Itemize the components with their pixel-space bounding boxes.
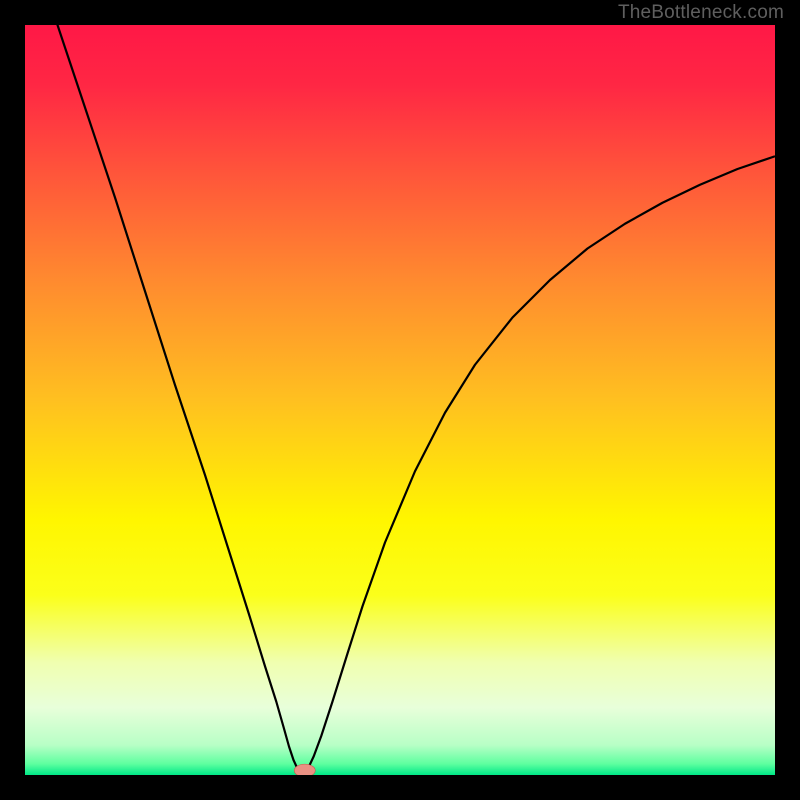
watermark-text: TheBottleneck.com [618, 2, 784, 24]
chart-svg [25, 25, 775, 775]
bottleneck-chart [25, 25, 775, 775]
chart-background [25, 25, 775, 775]
optimal-point-marker [294, 764, 315, 775]
